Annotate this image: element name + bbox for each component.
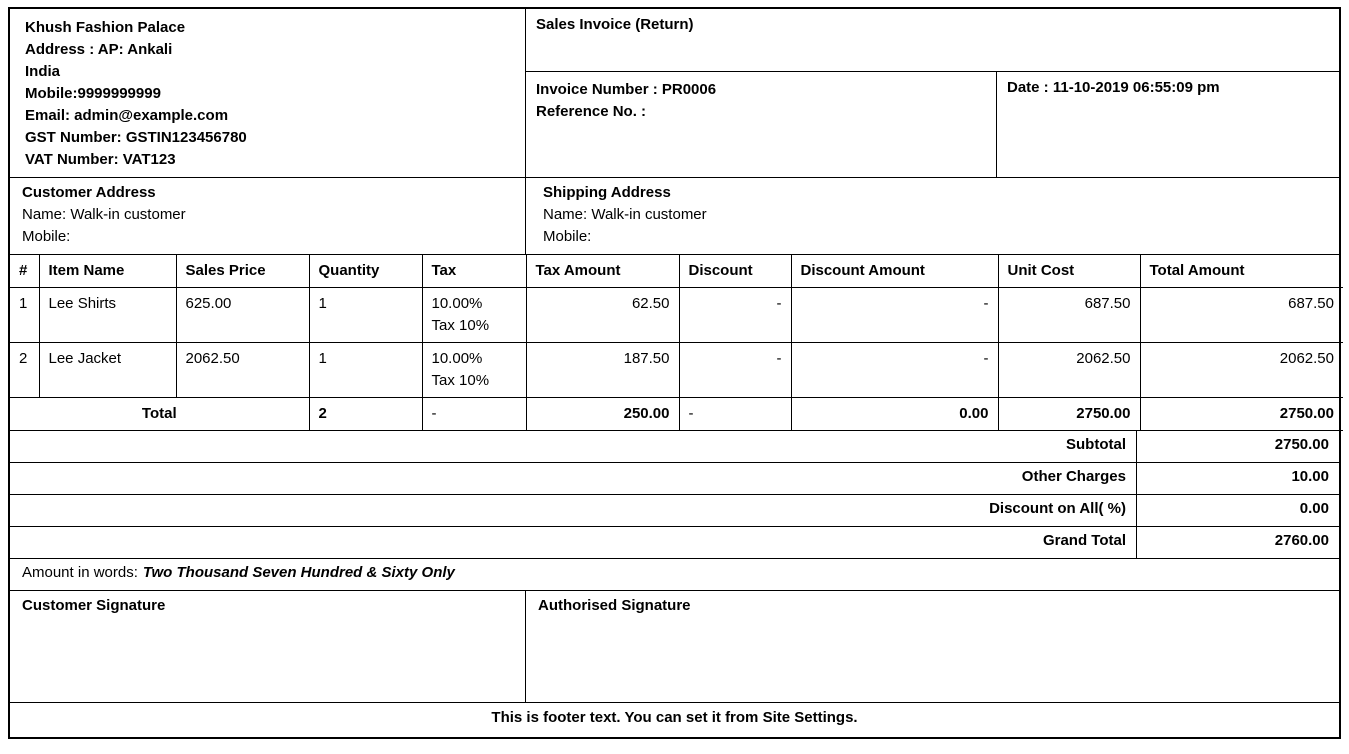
cell-total-amount: 687.50: [1139, 287, 1343, 343]
discount-on-all-value: 0.00: [1299, 500, 1329, 517]
cell-tax-amount: 62.50: [525, 287, 680, 343]
customer-address-block: Customer Address Name: Walk-in customer …: [10, 178, 526, 254]
shipping-name: Name: Walk-in customer: [543, 206, 707, 223]
cell-discount-amount: -: [790, 287, 999, 343]
company-gst-number: GST Number: GSTIN123456780: [25, 129, 247, 146]
company-vat-number: VAT Number: VAT123: [25, 151, 176, 168]
total-amount: 2750.00: [1139, 397, 1343, 431]
col-header-quantity: Quantity: [308, 255, 423, 288]
amount-in-words-value: Two Thousand Seven Hundred & Sixty Only: [142, 564, 455, 581]
customer-mobile: Mobile:: [22, 228, 71, 245]
cell-discount: -: [678, 342, 792, 398]
summary-row-subtotal: Subtotal 2750.00: [10, 431, 1339, 463]
col-header-tax-amount: Tax Amount: [525, 255, 680, 288]
col-header-item-name: Item Name: [38, 255, 177, 288]
grand-total-value: 2760.00: [1274, 532, 1329, 549]
address-section: Customer Address Name: Walk-in customer …: [10, 178, 1339, 255]
cell-unit-cost: 2062.50: [997, 342, 1141, 398]
summary-row-other-charges: Other Charges 10.00: [10, 463, 1339, 495]
cell-sales-price: 2062.50: [175, 342, 310, 398]
discount-on-all-label: Discount on All( %): [10, 495, 1137, 526]
cell-quantity: 1: [308, 287, 423, 343]
cell-tax-amount: 187.50: [525, 342, 680, 398]
invoice-number-cell: Invoice Number : PR0006 Reference No. :: [526, 72, 997, 177]
company-email: Email: admin@example.com: [25, 107, 229, 124]
subtotal-label: Subtotal: [10, 431, 1137, 462]
cell-sales-price: 625.00: [175, 287, 310, 343]
col-header-sno: #: [10, 255, 40, 288]
items-table: # Item Name Sales Price Quantity Tax Tax…: [10, 255, 1343, 431]
total-unit-cost: 2750.00: [997, 397, 1141, 431]
cell-sno: 1: [10, 287, 40, 343]
shipping-address-block: Shipping Address Name: Walk-in customer …: [526, 178, 1339, 254]
total-tax-amount: 250.00: [525, 397, 680, 431]
invoice-header: Khush Fashion Palace Address : AP: Ankal…: [10, 9, 1339, 178]
invoice-info-row: Invoice Number : PR0006 Reference No. : …: [526, 72, 1339, 177]
grand-total-label: Grand Total: [10, 527, 1137, 558]
cell-item-name: Lee Jacket: [38, 342, 177, 398]
cell-quantity: 1: [308, 342, 423, 398]
total-quantity: 2: [308, 397, 423, 431]
cell-tax: 10.00% Tax 10%: [421, 287, 527, 343]
cell-total-amount: 2062.50: [1139, 342, 1343, 398]
company-info-block: Khush Fashion Palace Address : AP: Ankal…: [10, 9, 526, 177]
col-header-discount: Discount: [678, 255, 792, 288]
invoice-number: Invoice Number : PR0006: [536, 81, 717, 98]
company-mobile: Mobile:9999999999: [25, 85, 161, 102]
shipping-mobile: Mobile:: [543, 228, 592, 245]
total-label: Total: [10, 397, 310, 431]
tax-name: Tax 10%: [431, 317, 490, 334]
customer-name: Name: Walk-in customer: [22, 206, 186, 223]
cell-sno: 2: [10, 342, 40, 398]
amount-in-words-label: Amount in words:: [22, 564, 138, 581]
company-address-line2: India: [25, 63, 61, 80]
col-header-sales-price: Sales Price: [175, 255, 310, 288]
invoice-title: Sales Invoice (Return): [526, 9, 1339, 72]
items-total-row: Total 2 - 250.00 - 0.00 2750.00 2750.00: [10, 397, 1343, 431]
tax-percent: 10.00%: [431, 350, 483, 367]
footer-text: This is footer text. You can set it from…: [491, 709, 858, 726]
items-header-row: # Item Name Sales Price Quantity Tax Tax…: [10, 255, 1343, 288]
summary-row-discount-on-all: Discount on All( %) 0.00: [10, 495, 1339, 527]
company-address-line1: Address : AP: Ankali: [25, 41, 173, 58]
table-row: 1 Lee Shirts 625.00 1 10.00% Tax 10% 62.…: [10, 287, 1343, 343]
cell-item-name: Lee Shirts: [38, 287, 177, 343]
total-tax: -: [421, 397, 527, 431]
summary-row-grand-total: Grand Total 2760.00: [10, 527, 1339, 559]
col-header-discount-amount: Discount Amount: [790, 255, 999, 288]
reference-number: Reference No. :: [536, 103, 647, 120]
col-header-tax: Tax: [421, 255, 527, 288]
cell-discount: -: [678, 287, 792, 343]
other-charges-value: 10.00: [1291, 468, 1329, 485]
company-name: Khush Fashion Palace: [25, 19, 186, 36]
invoice-date: Date : 11-10-2019 06:55:09 pm: [1007, 79, 1220, 96]
total-discount: -: [678, 397, 792, 431]
cell-discount-amount: -: [790, 342, 999, 398]
customer-signature-label: Customer Signature: [10, 591, 526, 702]
shipping-address-heading: Shipping Address: [543, 184, 671, 201]
other-charges-label: Other Charges: [10, 463, 1137, 494]
cell-tax: 10.00% Tax 10%: [421, 342, 527, 398]
subtotal-value: 2750.00: [1274, 436, 1329, 453]
invoice-header-right: Sales Invoice (Return) Invoice Number : …: [526, 9, 1339, 177]
cell-unit-cost: 687.50: [997, 287, 1141, 343]
authorised-signature-label: Authorised Signature: [538, 597, 691, 614]
table-row: 2 Lee Jacket 2062.50 1 10.00% Tax 10% 18…: [10, 342, 1343, 398]
customer-address-heading: Customer Address: [22, 184, 156, 201]
total-discount-amount: 0.00: [790, 397, 999, 431]
signature-section: Customer Signature Authorised Signature: [10, 591, 1339, 703]
tax-name: Tax 10%: [431, 372, 490, 389]
invoice-document: Khush Fashion Palace Address : AP: Ankal…: [8, 7, 1343, 739]
col-header-total-amount: Total Amount: [1139, 255, 1343, 288]
tax-percent: 10.00%: [431, 295, 483, 312]
amount-in-words-row: Amount in words: Two Thousand Seven Hundr…: [10, 559, 1339, 591]
col-header-unit-cost: Unit Cost: [997, 255, 1141, 288]
